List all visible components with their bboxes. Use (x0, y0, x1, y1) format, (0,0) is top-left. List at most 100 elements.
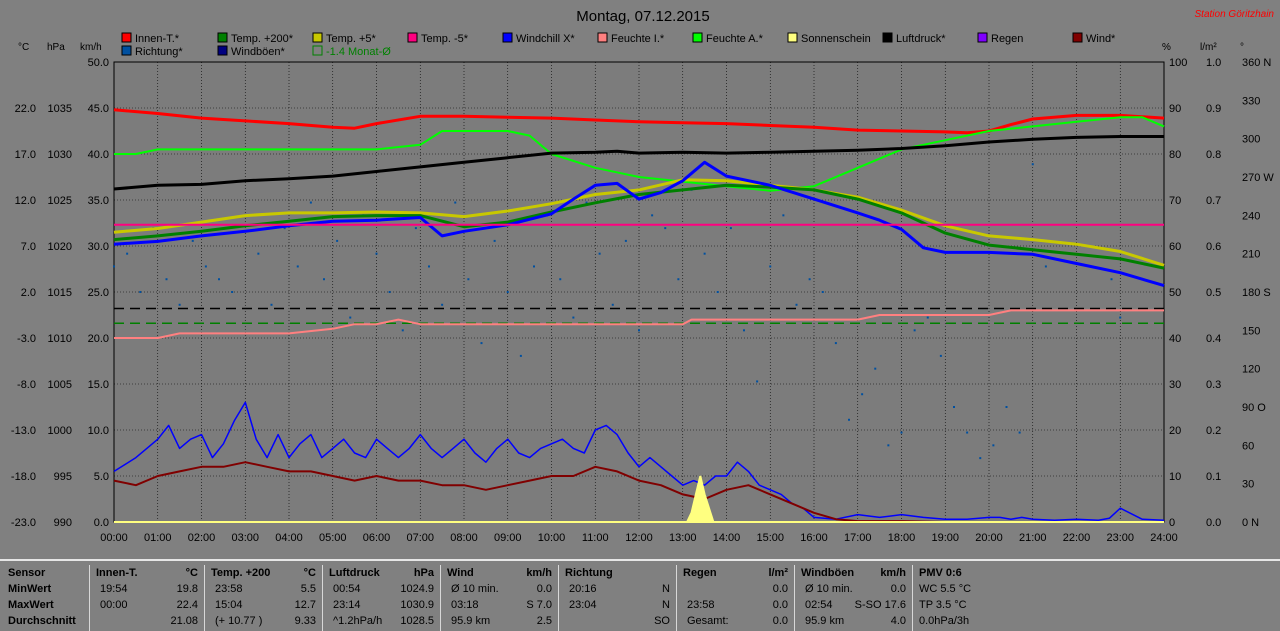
tick-label-kmh: 40.0 (88, 149, 109, 161)
tick-label-celsius: 2.0 (21, 287, 36, 299)
tick-label-direction: 30 (1242, 479, 1254, 491)
tick-label-lm2: 0.8 (1206, 149, 1221, 161)
tick-label-celsius: 22.0 (15, 103, 36, 115)
tick-label-x: 04:00 (275, 532, 303, 544)
col-unit: °C (185, 567, 198, 579)
direction-point (493, 239, 496, 242)
cell-time: ^1.2hPa/h (333, 615, 383, 627)
direction-point (664, 227, 667, 230)
direction-point (716, 291, 719, 293)
legend-swatch (787, 32, 798, 43)
col-temp200: Temp. +200 °C 23:58 5.5 15:04 12.7 (+ 10.77 ) 9… (205, 565, 323, 631)
tick-label-lm2: 0.7 (1206, 195, 1221, 207)
legend-swatch (121, 32, 132, 43)
direction-point (900, 431, 903, 434)
cell-value: N (662, 583, 670, 595)
col-unit: km/h (880, 567, 906, 579)
tick-label-percent: 10 (1169, 471, 1181, 483)
direction-point (1110, 278, 1113, 281)
legend-label: Innen-T.* (135, 33, 180, 45)
cell-value: 4.0 (890, 615, 906, 627)
tick-label-celsius: -3.0 (17, 333, 36, 345)
cell-value: 21.08 (170, 615, 198, 627)
series-line (113, 183, 1165, 270)
tick-label-direction: 240 (1242, 210, 1260, 222)
tick-label-direction: 150 (1242, 325, 1260, 337)
tick-label-x: 08:00 (450, 532, 478, 544)
cell-time: Ø 10 min. (451, 583, 499, 595)
direction-point (257, 252, 260, 255)
tick-label-kmh: 15.0 (88, 379, 109, 391)
direction-point (743, 329, 745, 332)
legend-swatch (121, 45, 132, 56)
direction-point (585, 201, 588, 204)
tick-label-x: 16:00 (800, 532, 828, 544)
tick-label-celsius: -8.0 (17, 379, 36, 391)
legend-label: Temp. -5* (421, 33, 469, 45)
direction-point (638, 329, 640, 332)
tick-label-direction: 270 W (1242, 172, 1274, 184)
direction-point (218, 278, 220, 281)
tick-label-lm2: 0.3 (1206, 379, 1221, 391)
tick-label-percent: 30 (1169, 379, 1181, 391)
col-wind: Wind km/h Ø 10 min. 0.0 03:18 S 7.0 95.9 km 2.5 (441, 565, 559, 631)
legend-swatch (692, 32, 703, 43)
legend-label: Windchill X* (516, 33, 575, 45)
legend-label: Sonnenschein (801, 33, 871, 45)
direction-point (506, 291, 509, 293)
cell-value: SO (654, 615, 670, 627)
tick-label-x: 09:00 (494, 532, 522, 544)
tick-label-percent: 50 (1169, 287, 1181, 299)
tick-label-x: 23:00 (1106, 532, 1134, 544)
tick-label-hpa: 1005 (48, 379, 72, 391)
tick-label-hpa: 1035 (48, 103, 72, 115)
direction-point (204, 265, 207, 268)
tick-label-hpa: 990 (54, 517, 72, 529)
direction-point (414, 227, 417, 230)
tick-label-lm2: 0.2 (1206, 425, 1221, 437)
pmv-header: PMV 0:6 (919, 567, 962, 579)
direction-point (428, 265, 430, 268)
direction-point (296, 265, 299, 268)
direction-point (821, 291, 824, 293)
tick-label-x: 05:00 (319, 532, 347, 544)
tick-label-lm2: 0.9 (1206, 103, 1221, 115)
cell-time: 00:00 (100, 599, 128, 611)
direction-point (611, 303, 614, 306)
axes: 22.0 17.0 12.0 7.0 2.0 -3.0 -8.0 -13.0 -18.0 -23.… (11, 57, 1274, 544)
station-name: Station Göritzhain (1195, 9, 1275, 20)
cell-value: 0.0 (890, 583, 906, 595)
col-header: Luftdruck (329, 567, 380, 579)
row-avg: Durchschnitt (8, 615, 76, 627)
direction-point (795, 303, 798, 306)
cell-time: 00:54 (333, 583, 361, 595)
legend-swatch (407, 32, 418, 43)
direction-point (939, 354, 942, 357)
tick-label-hpa: 1010 (48, 333, 72, 345)
tick-label-celsius: -18.0 (11, 471, 36, 483)
cell-time: 19:54 (100, 583, 128, 595)
direction-point (834, 342, 837, 345)
tick-label-direction: 120 (1242, 364, 1260, 376)
unit-lm2: l/m² (1200, 42, 1217, 53)
tick-label-lm2: 0.6 (1206, 241, 1221, 253)
tick-label-x: 21:00 (1019, 532, 1047, 544)
tick-label-kmh: 0.0 (94, 517, 109, 529)
cell-value: S 7.0 (526, 599, 552, 611)
legend-label: Temp. +5* (326, 33, 377, 45)
tick-label-x: 01:00 (144, 532, 172, 544)
tick-label-kmh: 50.0 (88, 57, 109, 69)
direction-point (887, 444, 890, 447)
series-line (113, 135, 1164, 191)
cell-time: 03:18 (451, 599, 479, 611)
tick-label-direction: 330 (1242, 95, 1260, 107)
col-pmv: PMV 0:6 WC 5.5 °C TP 3.5 °C 0.0hPa/3h (913, 565, 1033, 631)
cell-time: 95.9 km (805, 615, 845, 627)
tick-label-x: 15:00 (756, 532, 784, 544)
col-regen: Regen l/m² 0.0 23:58 0.0 Gesamt: 0.0 (677, 565, 795, 631)
tick-label-x: 13:00 (669, 532, 697, 544)
col-windboeen: Windböen km/h Ø 10 min. 0.0 02:54 S-SO 17.6 95… (795, 565, 913, 631)
legend-label: -1.4 Monat-Ø (326, 46, 391, 58)
col-unit: km/h (526, 567, 552, 579)
col-unit: °C (303, 567, 316, 579)
